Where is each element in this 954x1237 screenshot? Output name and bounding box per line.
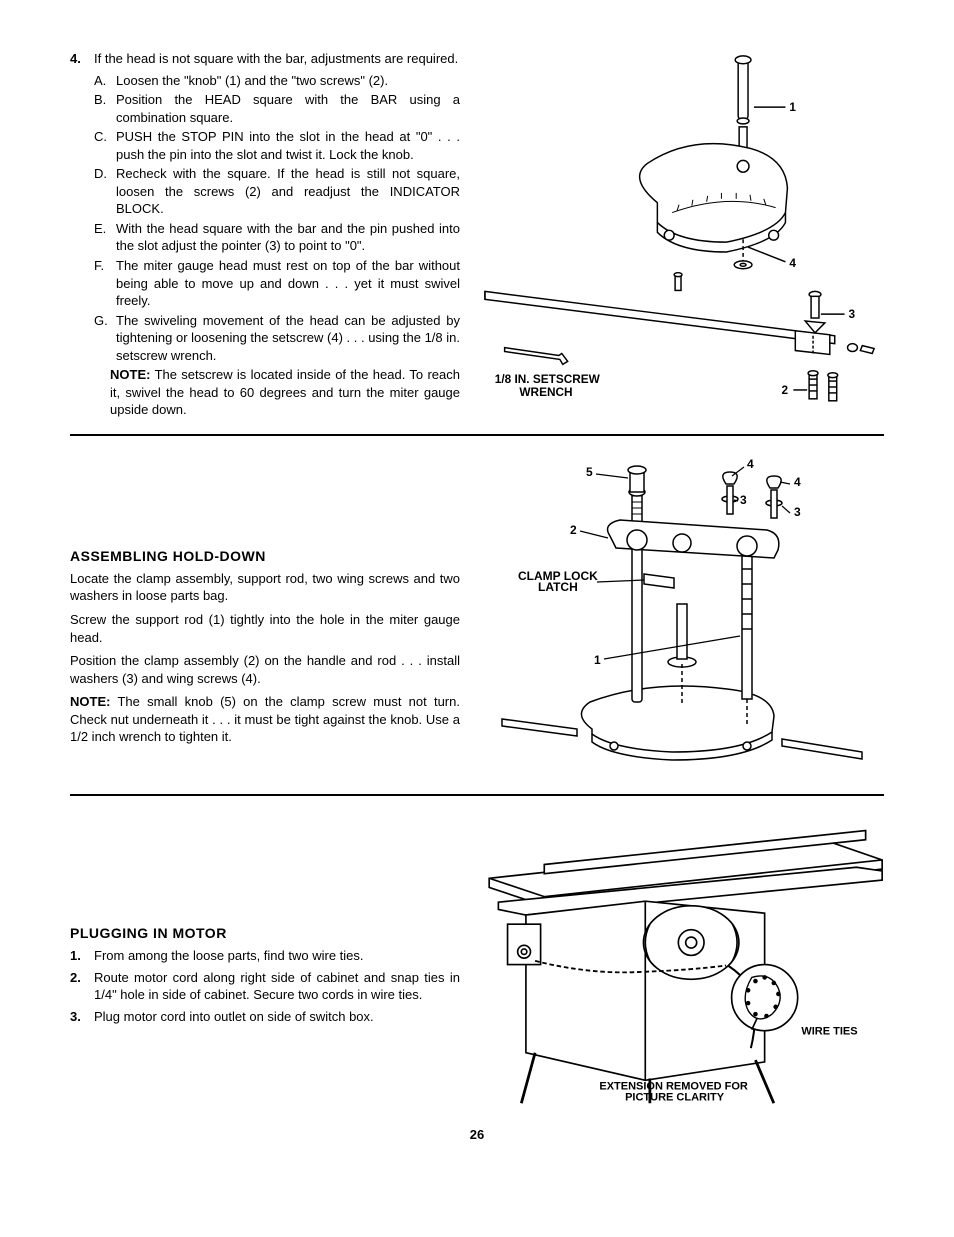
callout-3: 3	[849, 307, 856, 321]
section1-text: 4. If the head is not square with the ba…	[70, 50, 460, 424]
section2-text: ASSEMBLING HOLD-DOWN Locate the clamp as…	[70, 487, 460, 752]
item-intro: If the head is not square with the bar, …	[94, 50, 458, 68]
figure-miter-gauge: 1 4	[480, 50, 884, 424]
figure-motor: WIRE TIES EXTENSION REMOVED FOR PICTURE …	[480, 814, 884, 1108]
note-text: The small knob (5) on the clamp screw mu…	[70, 694, 460, 744]
wire-ties-label: WIRE TIES	[801, 1026, 857, 1038]
callout-3b: 3	[794, 505, 801, 519]
page-number: 26	[70, 1126, 884, 1144]
section-hold-down: ASSEMBLING HOLD-DOWN Locate the clamp as…	[70, 454, 884, 784]
section-miter-gauge-adjust: 4. If the head is not square with the ba…	[70, 50, 884, 424]
section-plugging-motor: PLUGGING IN MOTOR 1.From among the loose…	[70, 814, 884, 1108]
sub-list: A.Loosen the "knob" (1) and the "two scr…	[70, 72, 460, 419]
callout-4: 4	[789, 256, 796, 270]
figure-hold-down: 5 2 4 4 3 3 1 CLAMP LOCKLATCH	[480, 454, 884, 784]
callout-5: 5	[586, 465, 593, 479]
callout-2: 2	[782, 383, 789, 397]
figure-caption: EXTENSION REMOVED FOR PICTURE CLARITY	[599, 1081, 751, 1104]
note-text: The setscrew is located inside of the he…	[110, 367, 460, 417]
callout-1: 1	[789, 100, 796, 114]
callout-4b: 4	[794, 475, 801, 489]
clamp-lock-label: CLAMP LOCKLATCH	[518, 569, 598, 594]
note-label: NOTE:	[110, 367, 150, 382]
callout-1: 1	[594, 653, 601, 667]
wrench-label: 1/8 IN. SETSCREW WRENCH	[495, 372, 603, 399]
note-label: NOTE:	[70, 694, 110, 709]
callout-4a: 4	[747, 457, 754, 471]
divider	[70, 794, 884, 796]
heading-hold-down: ASSEMBLING HOLD-DOWN	[70, 547, 460, 566]
divider	[70, 434, 884, 436]
section3-text: PLUGGING IN MOTOR 1.From among the loose…	[70, 814, 460, 1029]
callout-3a: 3	[740, 493, 747, 507]
heading-plugging: PLUGGING IN MOTOR	[70, 924, 460, 943]
callout-2: 2	[570, 523, 577, 537]
item-number: 4.	[70, 50, 88, 68]
